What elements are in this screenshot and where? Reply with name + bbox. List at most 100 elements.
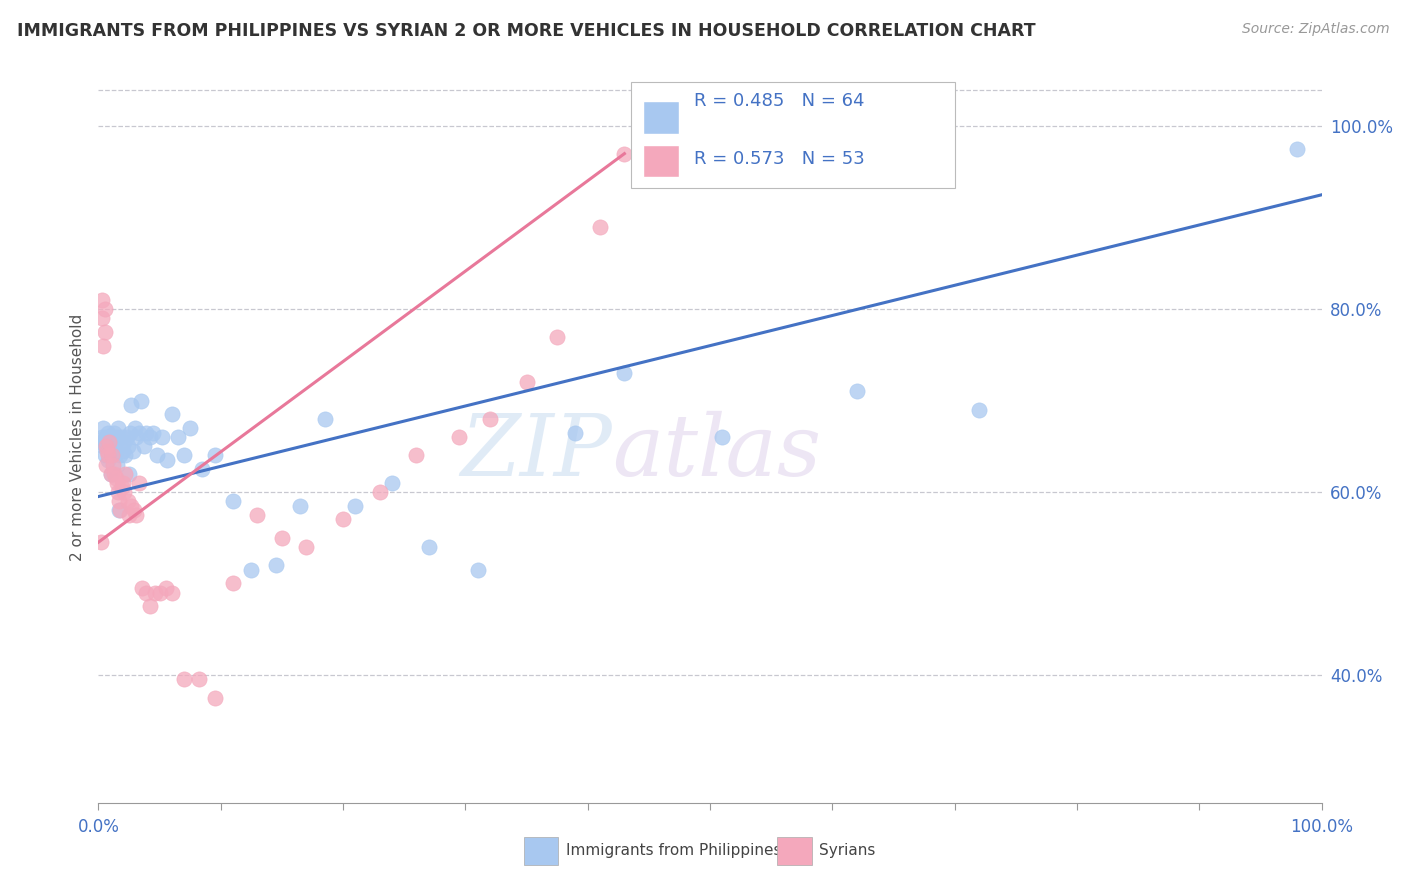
Point (467, 563, 489, 577)
Point (110, 503, 132, 517)
Point (128, 425, 150, 440)
Point (91, 293, 114, 307)
Point (270, 531, 294, 545)
Point (108, 494, 131, 508)
Point (149, 585, 172, 599)
Point (204, 690, 226, 705)
Point (589, 219, 612, 234)
Point (97, 453, 120, 467)
Point (546, 329, 568, 343)
Point (97, 425, 120, 440)
Point (132, 439, 155, 453)
Point (111, 475, 134, 490)
Point (112, 485, 135, 500)
Point (91, 421, 114, 435)
Point (98, 439, 121, 453)
Point (93, 434, 115, 449)
Point (167, 430, 190, 444)
Point (115, 430, 138, 444)
Point (368, 485, 391, 500)
Point (101, 439, 124, 453)
Point (564, 425, 586, 440)
Point (1286, 142, 1309, 156)
FancyBboxPatch shape (524, 838, 558, 865)
Point (143, 585, 166, 599)
Point (405, 448, 427, 462)
Text: Immigrants from Philippines: Immigrants from Philippines (565, 843, 782, 858)
Point (118, 508, 141, 522)
Point (104, 471, 127, 485)
Point (111, 480, 134, 494)
Text: atlas: atlas (612, 410, 821, 493)
Point (515, 375, 537, 389)
Point (173, 673, 195, 687)
Point (125, 508, 148, 522)
FancyBboxPatch shape (630, 82, 955, 188)
Point (101, 448, 124, 462)
Point (101, 448, 124, 462)
Point (222, 494, 245, 508)
Point (117, 494, 139, 508)
Point (94, 430, 117, 444)
Point (118, 467, 141, 481)
Point (187, 673, 209, 687)
Point (478, 412, 501, 426)
Point (173, 448, 195, 462)
Point (112, 434, 135, 449)
Point (139, 430, 162, 444)
Point (111, 430, 134, 444)
Point (110, 448, 132, 462)
Point (125, 430, 148, 444)
Point (135, 585, 157, 599)
Point (103, 425, 125, 440)
Point (104, 443, 127, 458)
Point (449, 430, 471, 444)
Point (122, 503, 145, 517)
FancyBboxPatch shape (778, 838, 811, 865)
Text: ZIP: ZIP (460, 410, 612, 493)
Point (179, 421, 201, 435)
Point (100, 467, 122, 481)
Point (156, 453, 179, 467)
Point (160, 585, 183, 599)
Point (105, 458, 128, 472)
Point (204, 448, 226, 462)
Point (100, 467, 122, 481)
Text: R = 0.485   N = 64: R = 0.485 N = 64 (695, 92, 865, 110)
Point (124, 421, 146, 435)
Point (290, 499, 312, 513)
Point (381, 475, 404, 490)
Point (96, 434, 118, 449)
Point (93, 448, 115, 462)
Point (845, 384, 868, 399)
Text: Source: ZipAtlas.com: Source: ZipAtlas.com (1241, 22, 1389, 37)
Point (121, 443, 143, 458)
Point (105, 430, 128, 444)
Point (314, 412, 336, 426)
Point (418, 540, 440, 554)
Point (160, 407, 183, 421)
Point (107, 421, 129, 435)
Point (135, 425, 157, 440)
Point (191, 462, 214, 476)
FancyBboxPatch shape (643, 101, 679, 134)
Point (91, 311, 114, 326)
Point (91, 430, 114, 444)
Point (94, 458, 117, 472)
Point (222, 576, 245, 591)
Point (120, 425, 142, 440)
Point (332, 512, 354, 526)
Point (96, 443, 118, 458)
FancyBboxPatch shape (643, 145, 679, 178)
Point (613, 366, 636, 380)
Point (114, 448, 136, 462)
Point (120, 398, 142, 412)
Point (101, 458, 124, 472)
Point (91, 439, 114, 453)
Point (111, 443, 134, 458)
Point (90, 434, 112, 449)
Point (114, 467, 136, 481)
Text: IMMIGRANTS FROM PHILIPPINES VS SYRIAN 2 OR MORE VEHICLES IN HOUSEHOLD CORRELATIO: IMMIGRANTS FROM PHILIPPINES VS SYRIAN 2 … (17, 22, 1035, 40)
Point (93, 325, 115, 339)
Text: Syrians: Syrians (818, 843, 876, 858)
